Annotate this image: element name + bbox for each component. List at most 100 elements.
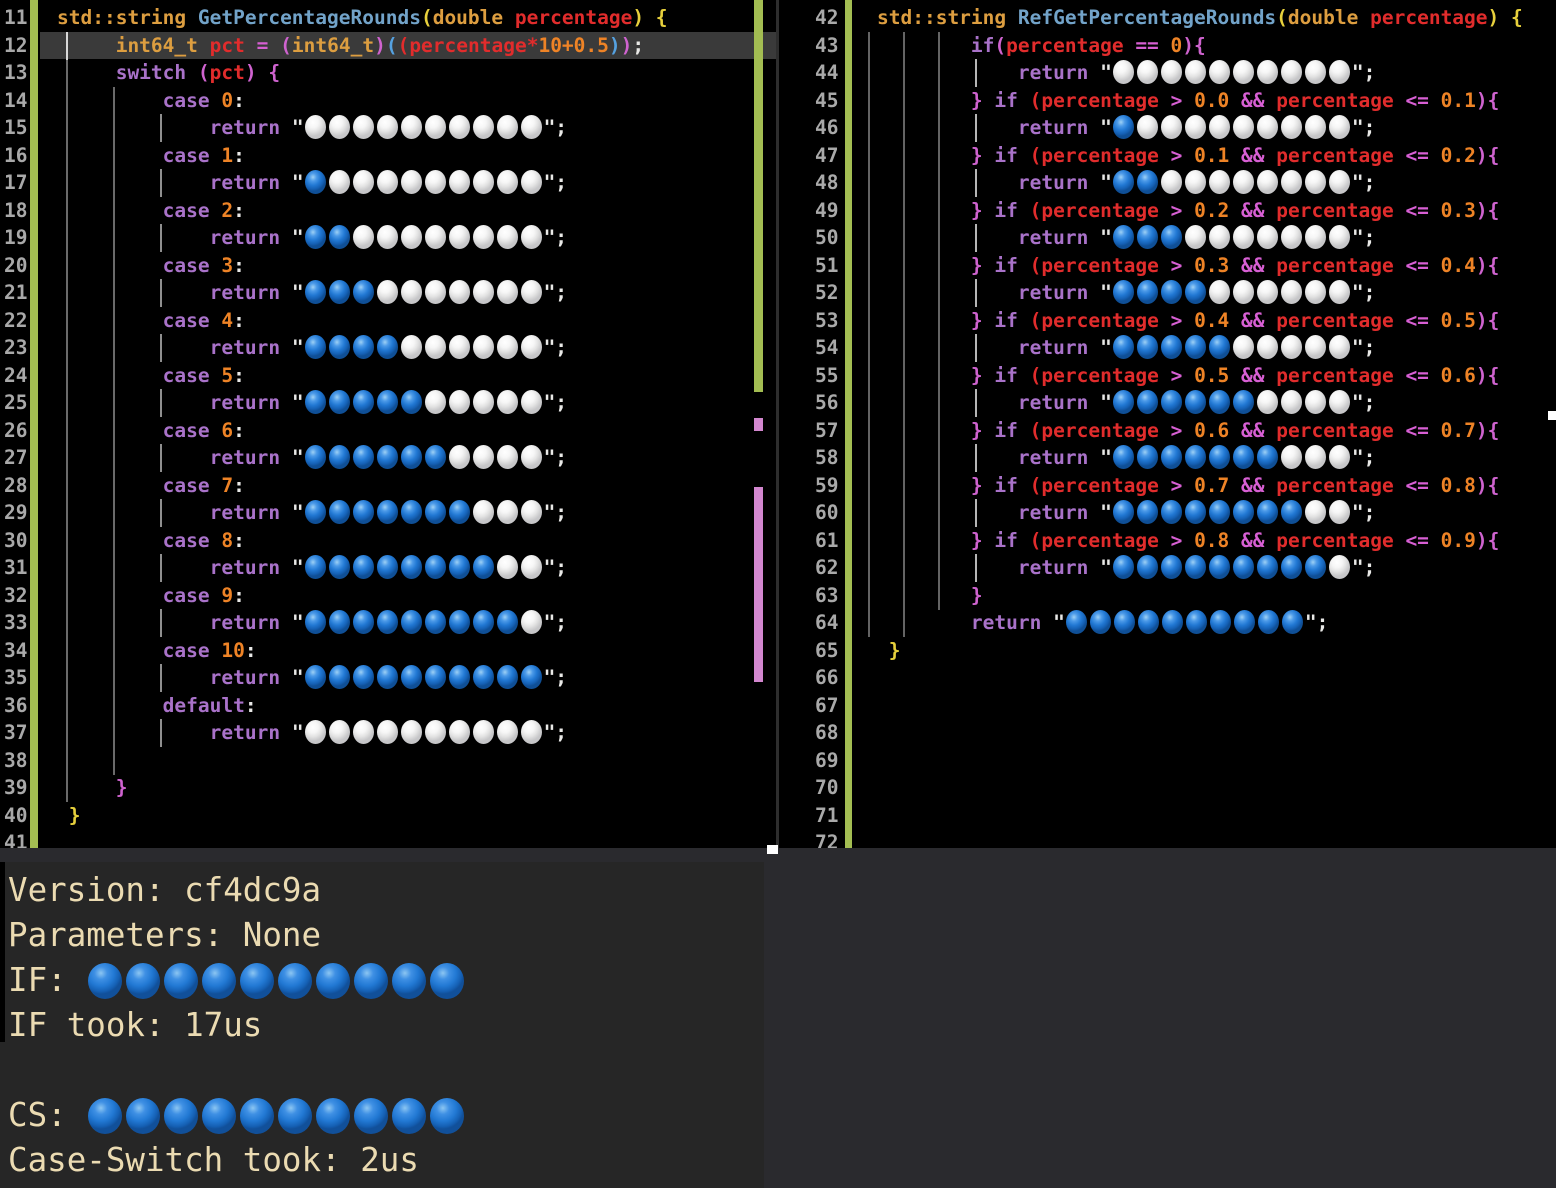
code-token: "; bbox=[543, 391, 568, 414]
code-line[interactable]: return " "; bbox=[877, 609, 1328, 637]
code-line[interactable]: } bbox=[57, 802, 81, 830]
code-token bbox=[1018, 474, 1030, 497]
code-line[interactable]: return " "; bbox=[57, 609, 567, 637]
code-line[interactable]: default: bbox=[57, 692, 257, 720]
code-token bbox=[1182, 419, 1194, 442]
code-line[interactable]: } if (percentage > 0.7 && percentage <= … bbox=[877, 472, 1499, 500]
code-token: int64_t bbox=[115, 33, 198, 57]
code-line[interactable]: } if (percentage > 0.0 && percentage <= … bbox=[877, 87, 1499, 115]
code-line[interactable]: return " "; bbox=[57, 334, 567, 362]
code-line[interactable]: return " "; bbox=[877, 59, 1375, 87]
terminal-output-panel[interactable]: Version: cf4dc9a Parameters: None IF: IF t… bbox=[0, 862, 764, 1188]
indent-guide bbox=[160, 389, 162, 417]
code-line[interactable]: std::string RefGetPercentageRounds(doubl… bbox=[877, 4, 1523, 32]
code-line[interactable]: case 2: bbox=[57, 197, 245, 225]
white-circle-emoji bbox=[1329, 390, 1351, 414]
code-line[interactable]: int64_t pct = (int64_t)((percentage*10+0… bbox=[57, 32, 644, 60]
code-line[interactable]: } if (percentage > 0.3 && percentage <= … bbox=[877, 252, 1499, 280]
code-line[interactable]: return " "; bbox=[877, 554, 1375, 582]
code-line[interactable]: } if (percentage > 0.2 && percentage <= … bbox=[877, 197, 1499, 225]
code-line[interactable]: } if (percentage > 0.6 && percentage <= … bbox=[877, 417, 1499, 445]
code-token: 0.0 bbox=[1194, 88, 1230, 112]
code-token bbox=[57, 144, 163, 167]
code-line[interactable]: case 6: bbox=[57, 417, 245, 445]
blue-circle-emoji bbox=[278, 963, 313, 999]
code-token bbox=[1018, 254, 1030, 277]
code-token bbox=[57, 61, 116, 84]
blue-circle-emoji bbox=[1233, 555, 1255, 579]
code-line[interactable]: } if (percentage > 0.4 && percentage <= … bbox=[877, 307, 1499, 335]
code-line[interactable]: return " "; bbox=[877, 334, 1375, 362]
code-line[interactable]: } if (percentage > 0.1 && percentage <= … bbox=[877, 142, 1499, 170]
terminal-panel[interactable]: Version: cf4dc9a Parameters: None IF: IF t… bbox=[0, 848, 1556, 1188]
white-circle-emoji bbox=[425, 335, 447, 359]
code-line[interactable]: case 5: bbox=[57, 362, 245, 390]
code-line[interactable]: } bbox=[877, 582, 983, 610]
code-token: if bbox=[994, 198, 1018, 222]
code-token: return bbox=[1017, 281, 1089, 304]
code-token: : bbox=[233, 143, 245, 167]
code-line[interactable]: return " "; bbox=[57, 444, 567, 472]
code-line[interactable]: return " "; bbox=[57, 114, 567, 142]
code-line[interactable]: } bbox=[877, 637, 901, 665]
line-number: 47 bbox=[815, 143, 839, 167]
code-line[interactable]: return " "; bbox=[57, 389, 567, 417]
line-number: 65 bbox=[815, 638, 839, 662]
code-token bbox=[983, 529, 995, 552]
code-line[interactable]: return " "; bbox=[877, 114, 1375, 142]
code-line[interactable]: case 1: bbox=[57, 142, 245, 170]
code-line[interactable]: case 10: bbox=[57, 637, 257, 665]
code-line[interactable]: return " "; bbox=[57, 664, 567, 692]
code-line[interactable]: std::string GetPercentageRounds(double p… bbox=[57, 4, 668, 32]
code-line[interactable]: } if (percentage > 0.5 && percentage <= … bbox=[877, 362, 1499, 390]
code-line[interactable]: return " "; bbox=[877, 499, 1375, 527]
code-token: "; bbox=[1351, 556, 1376, 579]
code-line[interactable]: } bbox=[57, 774, 128, 802]
code-line[interactable]: if(percentage == 0){ bbox=[877, 32, 1206, 60]
code-line[interactable]: return " "; bbox=[57, 279, 567, 307]
code-token: && bbox=[1241, 308, 1265, 332]
code-token: <= bbox=[1405, 473, 1429, 497]
code-line[interactable]: case 8: bbox=[57, 527, 245, 555]
code-token: { bbox=[268, 61, 281, 84]
code-line[interactable]: return " "; bbox=[877, 389, 1375, 417]
white-circle-emoji bbox=[329, 720, 351, 744]
code-line[interactable]: switch (pct) { bbox=[57, 59, 280, 87]
white-circle-emoji bbox=[497, 280, 519, 304]
code-token bbox=[57, 666, 210, 689]
code-token: " bbox=[1041, 611, 1065, 634]
code-line[interactable]: return " "; bbox=[877, 224, 1375, 252]
code-token bbox=[983, 144, 995, 167]
window-separator[interactable] bbox=[776, 0, 779, 848]
code-token: ( bbox=[994, 33, 1007, 57]
code-token bbox=[57, 254, 163, 277]
code-line[interactable]: case 0: bbox=[57, 87, 245, 115]
code-line[interactable]: return " "; bbox=[57, 169, 567, 197]
code-line[interactable]: return " "; bbox=[877, 169, 1375, 197]
code-line[interactable]: } if (percentage > 0.8 && percentage <= … bbox=[877, 527, 1499, 555]
code-line[interactable]: case 9: bbox=[57, 582, 245, 610]
code-line[interactable]: case 7: bbox=[57, 472, 245, 500]
code-token: " bbox=[1088, 116, 1112, 139]
code-line[interactable]: return " "; bbox=[57, 554, 567, 582]
blue-circle-emoji bbox=[305, 225, 327, 249]
code-token: ( bbox=[197, 61, 210, 84]
code-line[interactable]: return " "; bbox=[877, 444, 1375, 472]
code-token: return bbox=[209, 336, 281, 359]
code-token: 0.2 bbox=[1194, 198, 1230, 222]
code-token bbox=[186, 6, 198, 29]
code-line[interactable]: return " "; bbox=[57, 499, 567, 527]
code-line[interactable]: return " "; bbox=[57, 224, 567, 252]
blue-circle-emoji bbox=[1209, 555, 1231, 579]
code-line[interactable]: case 4: bbox=[57, 307, 245, 335]
code-line[interactable]: return " "; bbox=[57, 719, 567, 747]
indent-guide bbox=[975, 334, 977, 362]
code-token bbox=[1394, 474, 1406, 497]
line-number: 57 bbox=[815, 418, 839, 442]
blue-circle-emoji bbox=[425, 445, 447, 469]
code-token: 4 bbox=[221, 308, 234, 332]
code-token: <= bbox=[1405, 88, 1429, 112]
code-line[interactable]: return " "; bbox=[877, 279, 1375, 307]
code-token: 0.8 bbox=[1440, 473, 1476, 497]
code-line[interactable]: case 3: bbox=[57, 252, 245, 280]
